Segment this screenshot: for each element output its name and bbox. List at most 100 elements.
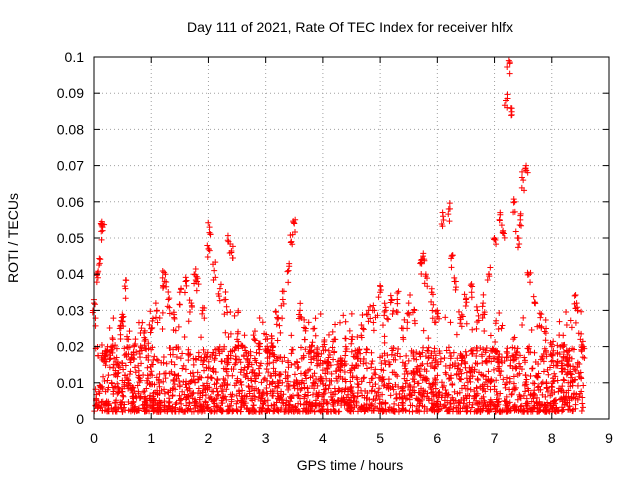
noise-point <box>347 385 354 392</box>
data-point <box>176 301 183 308</box>
data-point <box>377 282 384 289</box>
data-point <box>285 279 292 286</box>
noise-point <box>180 408 187 415</box>
noise-point <box>496 408 503 415</box>
noise-point <box>438 405 445 412</box>
data-point <box>550 338 557 345</box>
noise-point <box>441 355 448 362</box>
data-point <box>291 229 298 236</box>
noise-point <box>130 399 137 406</box>
data-point <box>516 221 523 228</box>
noise-point <box>567 317 574 324</box>
data-point <box>275 314 282 321</box>
noise-point <box>444 392 451 399</box>
noise-point <box>461 382 468 389</box>
data-point <box>217 281 224 288</box>
noise-point <box>529 365 536 372</box>
data-point <box>536 310 543 317</box>
noise-point <box>323 375 330 382</box>
noise-point <box>497 372 504 379</box>
data-point <box>302 327 309 334</box>
data-point <box>192 266 199 273</box>
data-point <box>264 335 271 342</box>
noise-point <box>493 388 500 395</box>
data-point <box>171 315 178 322</box>
data-point <box>538 311 545 318</box>
noise-point <box>556 332 563 339</box>
noise-point <box>509 344 516 351</box>
noise-point <box>379 353 386 360</box>
noise-point <box>467 386 474 393</box>
data-point <box>542 337 549 344</box>
y-tick-label: 0.01 <box>57 375 84 391</box>
noise-point <box>540 368 547 375</box>
noise-point <box>453 331 460 338</box>
noise-point <box>259 319 266 326</box>
noise-point <box>341 402 348 409</box>
noise-point <box>313 375 320 382</box>
noise-point <box>345 388 352 395</box>
noise-point <box>382 400 389 407</box>
noise-point <box>237 359 244 366</box>
noise-point <box>506 386 513 393</box>
noise-point <box>365 404 372 411</box>
data-point <box>440 217 447 224</box>
data-point <box>538 323 545 330</box>
data-point <box>400 334 407 341</box>
noise-point <box>494 398 501 405</box>
data-point <box>210 276 217 283</box>
noise-point <box>241 392 248 399</box>
noise-point <box>134 382 141 389</box>
noise-point <box>480 385 487 392</box>
noise-point <box>121 345 128 352</box>
noise-point <box>127 359 134 366</box>
data-point <box>435 310 442 317</box>
data-point <box>251 336 258 343</box>
noise-point <box>508 391 515 398</box>
noise-point <box>411 384 418 391</box>
noise-point <box>159 326 166 333</box>
data-point <box>548 341 555 348</box>
noise-point <box>561 377 568 384</box>
noise-point <box>576 373 583 380</box>
data-point <box>141 334 148 341</box>
noise-point <box>325 331 332 338</box>
noise-point <box>355 381 362 388</box>
noise-point <box>203 364 210 371</box>
noise-point <box>485 376 492 383</box>
noise-point <box>492 348 499 355</box>
noise-point <box>569 382 576 389</box>
data-point <box>518 174 525 181</box>
data-point <box>138 360 145 367</box>
data-point <box>193 287 200 294</box>
noise-point <box>521 407 528 414</box>
noise-point <box>576 360 583 367</box>
data-point <box>221 296 228 303</box>
data-point <box>301 316 308 323</box>
data-point <box>377 286 384 293</box>
noise-point <box>379 322 386 329</box>
noise-point <box>372 381 379 388</box>
noise-point <box>522 357 529 364</box>
noise-point <box>144 364 151 371</box>
noise-point <box>127 368 134 375</box>
noise-point <box>503 379 510 386</box>
noise-point <box>310 325 317 332</box>
noise-point <box>370 407 377 414</box>
noise-point <box>319 367 326 374</box>
noise-point <box>295 363 302 370</box>
data-point <box>124 333 131 340</box>
noise-point <box>122 407 129 414</box>
noise-point <box>173 399 180 406</box>
noise-point <box>249 397 256 404</box>
noise-point <box>128 400 135 407</box>
data-point <box>346 327 353 334</box>
data-point <box>394 300 401 307</box>
noise-point <box>570 346 577 353</box>
noise-point <box>364 365 371 372</box>
data-point <box>504 104 511 111</box>
noise-point <box>563 347 570 354</box>
noise-point <box>513 355 520 362</box>
noise-point <box>490 366 497 373</box>
noise-point <box>246 388 253 395</box>
